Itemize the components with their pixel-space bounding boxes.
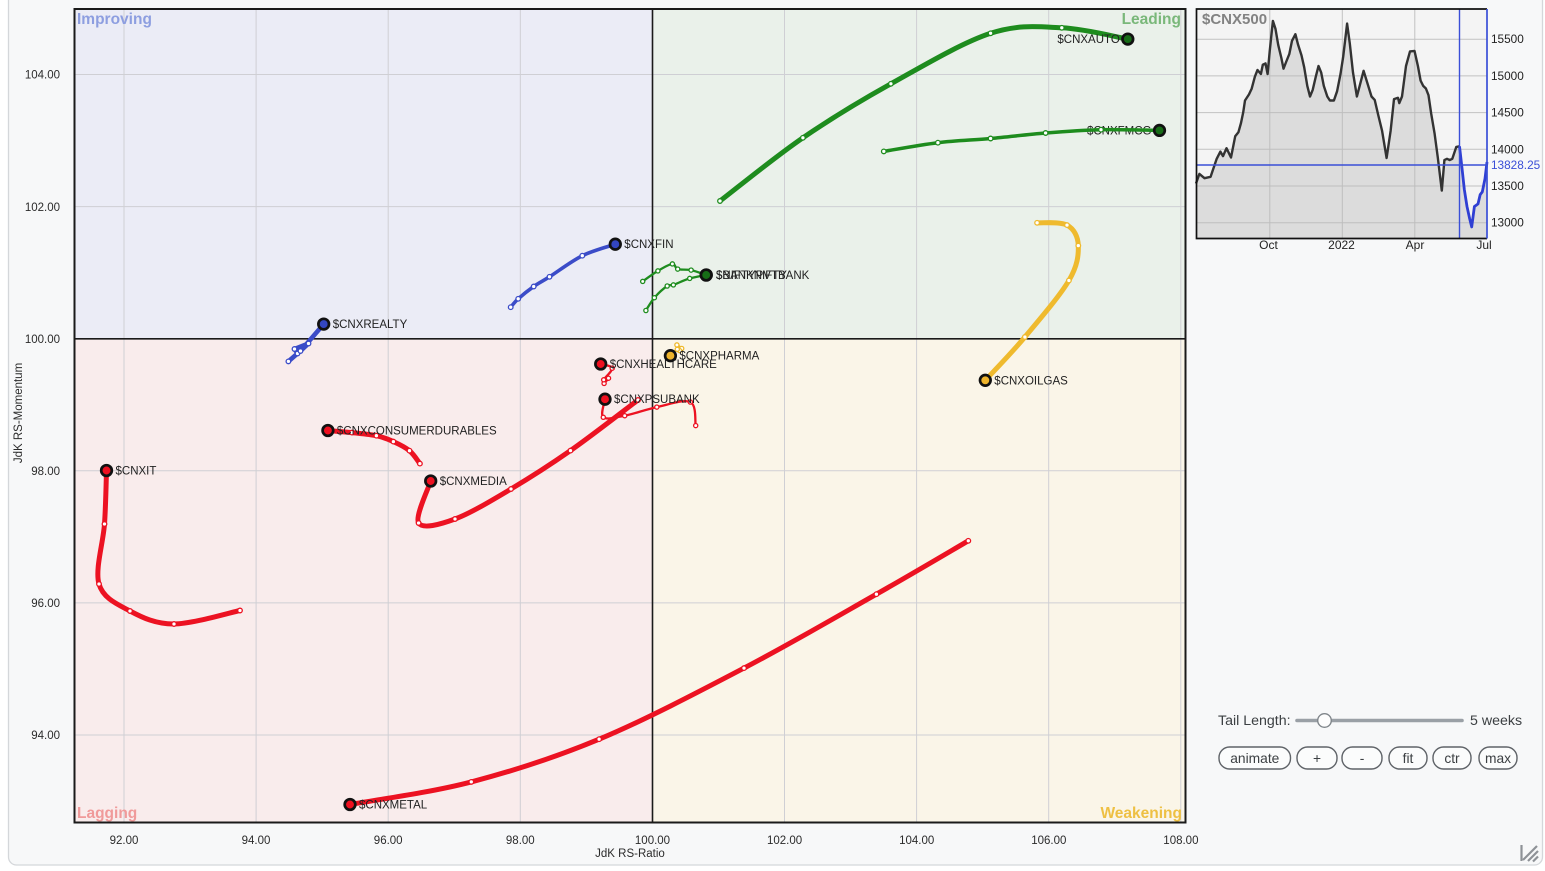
svg-text:100.00: 100.00 [25, 334, 60, 346]
svg-text:JdK RS-Momentum: JdK RS-Momentum [13, 363, 25, 463]
svg-text:animate: animate [1230, 751, 1279, 766]
svg-text:$CNXFIN: $CNXFIN [624, 239, 673, 251]
svg-text:Oct: Oct [1259, 238, 1278, 252]
svg-text:96.00: 96.00 [374, 835, 403, 847]
svg-text:Lagging: Lagging [77, 805, 137, 822]
svg-text:102.00: 102.00 [25, 202, 60, 214]
svg-text:$CNXREALTY: $CNXREALTY [333, 319, 408, 331]
svg-text:+: + [1313, 751, 1321, 766]
svg-text:$BANKNIFTY: $BANKNIFTY [716, 270, 787, 282]
svg-text:102.00: 102.00 [767, 835, 802, 847]
svg-text:2022: 2022 [1328, 238, 1355, 252]
svg-text:$CNXPSUBANK: $CNXPSUBANK [614, 394, 700, 406]
svg-text:fit: fit [1403, 751, 1414, 766]
svg-text:$CNXAUTO: $CNXAUTO [1057, 34, 1119, 46]
svg-text:13000: 13000 [1491, 216, 1524, 230]
svg-text:104.00: 104.00 [25, 70, 60, 82]
svg-text:Jul: Jul [1476, 238, 1491, 252]
svg-text:Apr: Apr [1406, 238, 1425, 252]
svg-text:$CNXHEALTHCARE: $CNXHEALTHCARE [610, 359, 717, 371]
svg-text:Improving: Improving [77, 11, 152, 28]
svg-text:$CNXOILGAS: $CNXOILGAS [994, 375, 1068, 387]
svg-text:94.00: 94.00 [242, 835, 271, 847]
svg-text:98.00: 98.00 [506, 835, 535, 847]
svg-text:max: max [1485, 751, 1511, 766]
svg-text:$CNXCONSUMERDURABLES: $CNXCONSUMERDURABLES [337, 426, 497, 438]
svg-text:98.00: 98.00 [31, 466, 60, 478]
svg-text:15000: 15000 [1491, 69, 1524, 83]
svg-text:5 weeks: 5 weeks [1470, 713, 1522, 729]
svg-text:14500: 14500 [1491, 106, 1524, 120]
svg-text:$CNX500: $CNX500 [1202, 11, 1267, 28]
svg-text:$CNXMETAL: $CNXMETAL [359, 800, 428, 812]
svg-text:$NIFTYPVTBANK: $NIFTYPVTBANK [716, 270, 810, 282]
svg-text:104.00: 104.00 [899, 835, 934, 847]
svg-text:JdK RS-Ratio: JdK RS-Ratio [595, 848, 665, 860]
svg-text:-: - [1360, 751, 1365, 766]
svg-text:13828.25: 13828.25 [1491, 158, 1541, 172]
svg-text:Tail Length:: Tail Length: [1218, 713, 1291, 729]
svg-text:92.00: 92.00 [110, 835, 139, 847]
svg-text:94.00: 94.00 [31, 730, 60, 742]
svg-text:106.00: 106.00 [1031, 835, 1066, 847]
svg-text:13500: 13500 [1491, 179, 1524, 193]
svg-text:$CNXPHARMA: $CNXPHARMA [679, 351, 759, 363]
svg-text:Leading: Leading [1122, 11, 1181, 28]
svg-text:108.00: 108.00 [1163, 835, 1198, 847]
svg-text:$CNXMEDIA: $CNXMEDIA [440, 476, 507, 488]
svg-text:100.00: 100.00 [635, 835, 670, 847]
svg-text:ctr: ctr [1444, 751, 1460, 766]
svg-text:96.00: 96.00 [31, 598, 60, 610]
svg-text:14000: 14000 [1491, 142, 1524, 156]
svg-text:15500: 15500 [1491, 32, 1524, 46]
svg-text:Weakening: Weakening [1100, 805, 1182, 822]
svg-text:$CNXIT: $CNXIT [116, 466, 157, 478]
